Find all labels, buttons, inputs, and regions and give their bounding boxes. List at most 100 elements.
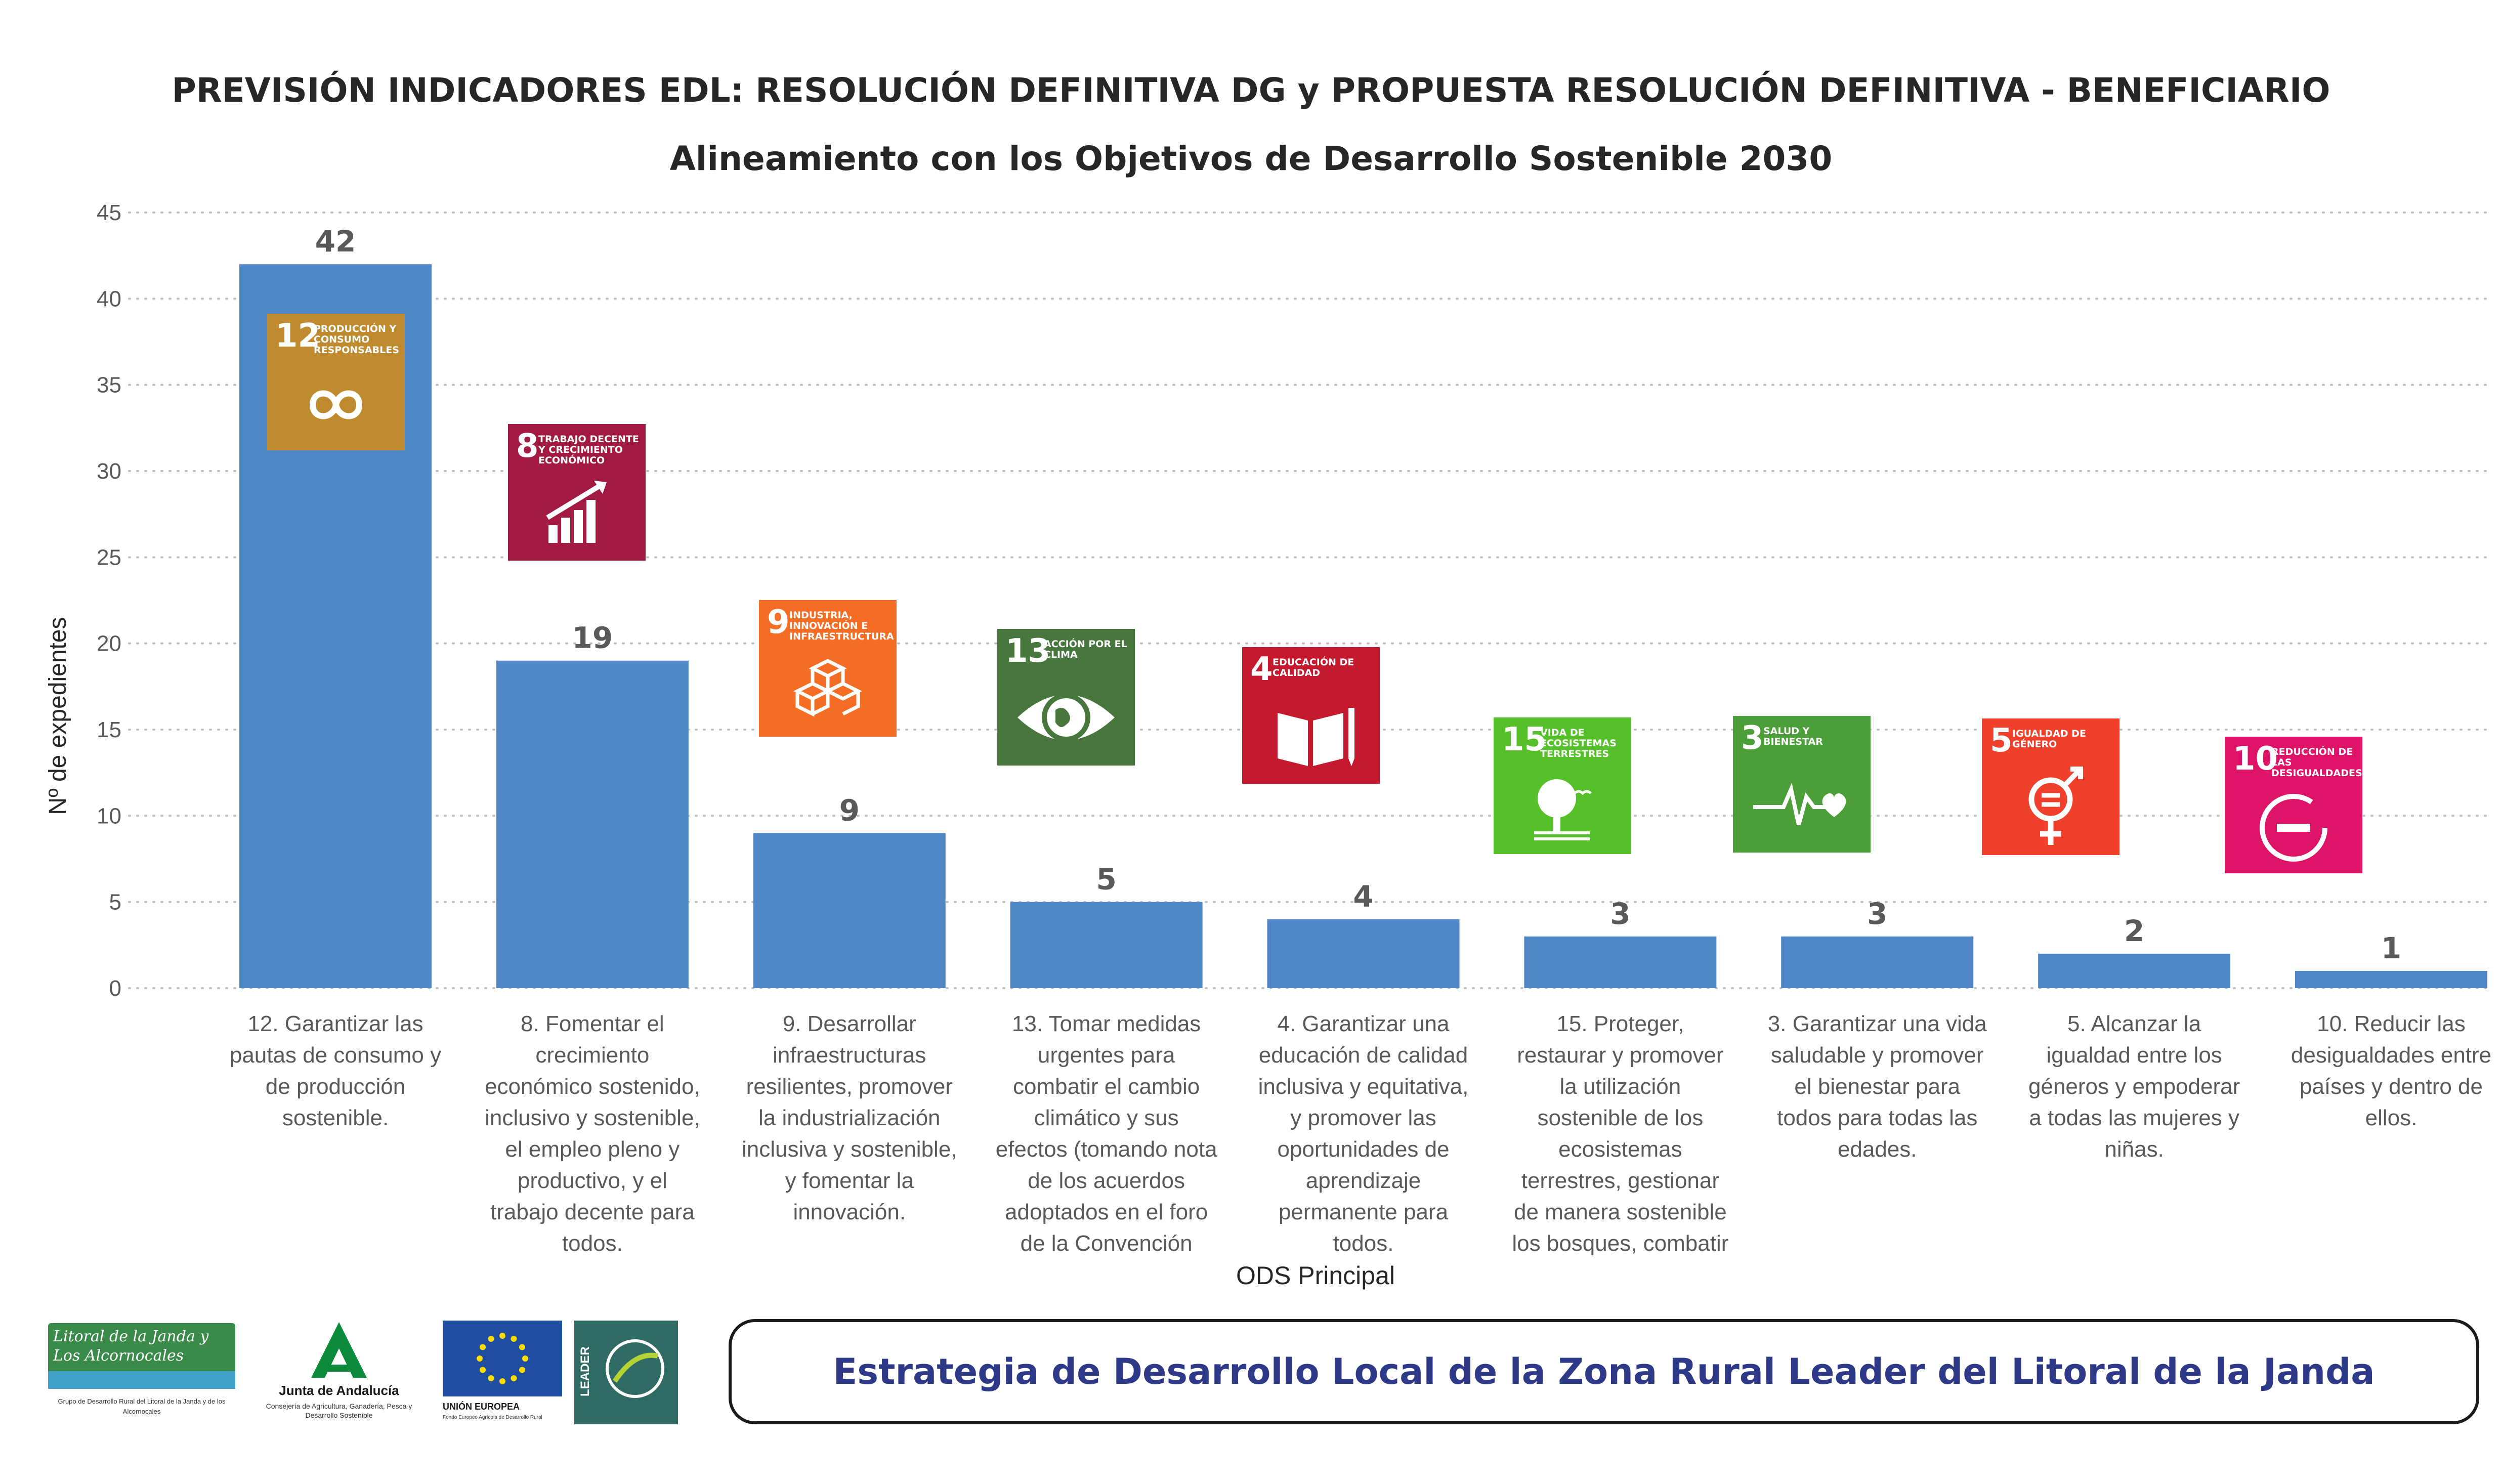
- infinity-icon: [309, 390, 363, 419]
- eu-star-icon: [519, 1367, 525, 1373]
- sdg-number: 13: [1005, 632, 1051, 670]
- leader-text: LEADER: [578, 1346, 592, 1396]
- sdg-number: 10: [2233, 740, 2278, 778]
- sdg-tile-3: 3 Salud y bienestar: [1733, 716, 1871, 853]
- eu-sub: Fondo Europeo Agrícola de Desarrollo Rur…: [443, 1415, 542, 1420]
- sdg-tile-4: 4 Educación de calidad: [1242, 647, 1380, 784]
- cubes-icon: [793, 659, 862, 717]
- sdg-label: Salud y bienestar: [1763, 726, 1823, 747]
- bar: [2295, 970, 2487, 988]
- chart-title: PREVISIÓN INDICADORES EDL: RESOLUCIÓN DE…: [172, 71, 2330, 110]
- sdg-number: 5: [1990, 722, 2013, 759]
- sdg-label: Trabajo decente y crecimiento económico: [538, 434, 639, 466]
- eu-star-icon: [522, 1355, 528, 1362]
- eu-star-icon: [499, 1333, 505, 1339]
- x-tick-label: 9. Desarrollar infraestructuras resilien…: [741, 1011, 957, 1224]
- y-axis-label: Nº de expedientes: [45, 617, 71, 815]
- minus-circle-icon: [2260, 794, 2327, 862]
- y-tick-label: 30: [97, 459, 121, 484]
- sdg-label: Educación de calidad: [1273, 657, 1354, 679]
- eu-star-icon: [511, 1336, 517, 1342]
- sdg-tile-10: 10 Reducción de las desigualdades: [2225, 737, 2362, 873]
- sdg-tile-8: 8 Trabajo decente y crecimiento económico: [508, 424, 646, 561]
- sdg-tile-9: 9 Industria, innovación e infraestructura: [759, 600, 897, 737]
- eu-star-icon: [488, 1336, 494, 1342]
- eu-star-icon: [480, 1344, 486, 1350]
- data-label: 42: [315, 224, 356, 259]
- bar: [1781, 936, 1974, 988]
- gdr-logo-sub: Grupo de Desarrollo Rural del Litoral de…: [58, 1397, 226, 1415]
- eu-star-icon: [519, 1344, 525, 1350]
- leader-emblem-icon: [606, 1339, 664, 1398]
- sdg-number: 12: [275, 317, 321, 355]
- sdg-label: Industria, innovación e infraestructura: [789, 610, 894, 642]
- data-label: 9: [839, 793, 860, 827]
- sdg-number: 4: [1250, 651, 1273, 688]
- eu-logo: UNIÓN EUROPEA Fondo Europeo Agrícola de …: [443, 1321, 564, 1427]
- eu-star-icon: [480, 1367, 486, 1373]
- sdg-tile-15: 15 Vida de ecosistemas terrestres: [1494, 717, 1631, 854]
- bar: [753, 833, 946, 988]
- heartbeat-icon: [1753, 782, 1846, 826]
- eye-globe-icon: [1017, 693, 1115, 742]
- data-label: 4: [1353, 879, 1373, 914]
- sdg-number: 8: [516, 428, 539, 465]
- gdr-logo: Litoral de la Janda y Los Alcornocales G…: [48, 1323, 235, 1424]
- bar: [1267, 919, 1460, 988]
- sdg-label: Vida de ecosistemas terrestres: [1540, 727, 1617, 759]
- junta-andalucia-sub: Consejería de Agricultura, Ganadería, Pe…: [266, 1402, 412, 1419]
- x-tick-label: 13. Tomar medidas urgentes para combatir…: [995, 1011, 1217, 1256]
- eu-flag-icon: [443, 1321, 562, 1396]
- sdg-number: 3: [1741, 719, 1764, 757]
- y-tick-label: 15: [97, 717, 121, 742]
- bar: [2038, 953, 2231, 988]
- sdg-tile-12: 12 Producción y consumo responsables: [267, 314, 405, 450]
- x-tick-label: 12. Garantizar las pautas de consumo y d…: [229, 1011, 442, 1130]
- y-tick-label: 35: [97, 373, 121, 398]
- x-axis-label: ODS Principal: [1236, 1261, 1395, 1290]
- book-icon: [1278, 708, 1354, 766]
- eu-star-icon: [511, 1375, 517, 1381]
- junta-andalucia-logo: Junta de Andalucía Consejería de Agricul…: [263, 1318, 415, 1434]
- footer-text: Estrategia de Desarrollo Local de la Zon…: [833, 1351, 2375, 1392]
- junta-andalucia-name: Junta de Andalucía: [279, 1383, 399, 1398]
- sdg-number: 15: [1502, 721, 1547, 758]
- x-tick-label: 4. Garantizar una educación de calidad i…: [1258, 1011, 1469, 1256]
- y-tick-label: 0: [109, 976, 121, 1001]
- data-label: 5: [1096, 862, 1116, 897]
- y-tick-label: 10: [97, 803, 121, 828]
- chart-subtitle: Alineamiento con los Objetivos de Desarr…: [669, 139, 1833, 178]
- gender-icon: [2028, 767, 2083, 845]
- x-tick-label: 15. Proteger, restaurar y promover la ut…: [1512, 1011, 1729, 1256]
- data-label: 3: [1610, 897, 1630, 931]
- y-tick-label: 45: [97, 200, 121, 225]
- gdr-logo-name: Litoral de la Janda y Los Alcornocales: [53, 1328, 209, 1365]
- growth-chart-icon: [546, 481, 607, 543]
- bar: [1524, 936, 1717, 988]
- y-tick-label: 25: [97, 545, 121, 570]
- y-tick-label: 40: [97, 286, 121, 311]
- y-tick-label: 5: [109, 890, 121, 915]
- sdg-label: Acción por el clima: [1044, 639, 1127, 660]
- x-tick-label: 3. Garantizar una vida saludable y promo…: [1767, 1011, 1987, 1162]
- sdg-label: Igualdad de género: [2012, 728, 2086, 750]
- bar: [1010, 902, 1203, 988]
- data-label: 1: [2381, 931, 2401, 965]
- data-label: 19: [572, 621, 613, 655]
- tree-icon: [1534, 779, 1592, 840]
- eu-star-icon: [488, 1375, 494, 1381]
- bar: [496, 660, 689, 988]
- sdg-label: Producción y consumo responsables: [314, 323, 399, 356]
- data-label: 2: [2124, 914, 2144, 948]
- data-label: 3: [1867, 897, 1887, 931]
- footer-banner: Estrategia de Desarrollo Local de la Zon…: [729, 1319, 2479, 1424]
- sdg-label: Reducción de las desigualdades: [2271, 746, 2362, 779]
- eu-star-icon: [477, 1355, 483, 1362]
- sdg-tile-5: 5 Igualdad de género: [1982, 718, 2119, 855]
- junta-andalucia-emblem-icon: [311, 1322, 367, 1378]
- x-tick-label: 10. Reducir las desigualdades entre país…: [2291, 1011, 2492, 1130]
- x-tick-label: 5. Alcanzar la igualdad entre los género…: [2028, 1011, 2240, 1162]
- leader-logo: LEADER: [574, 1321, 678, 1424]
- sdg-tile-13: 13 Acción por el clima: [997, 629, 1135, 766]
- y-tick-label: 20: [97, 631, 121, 656]
